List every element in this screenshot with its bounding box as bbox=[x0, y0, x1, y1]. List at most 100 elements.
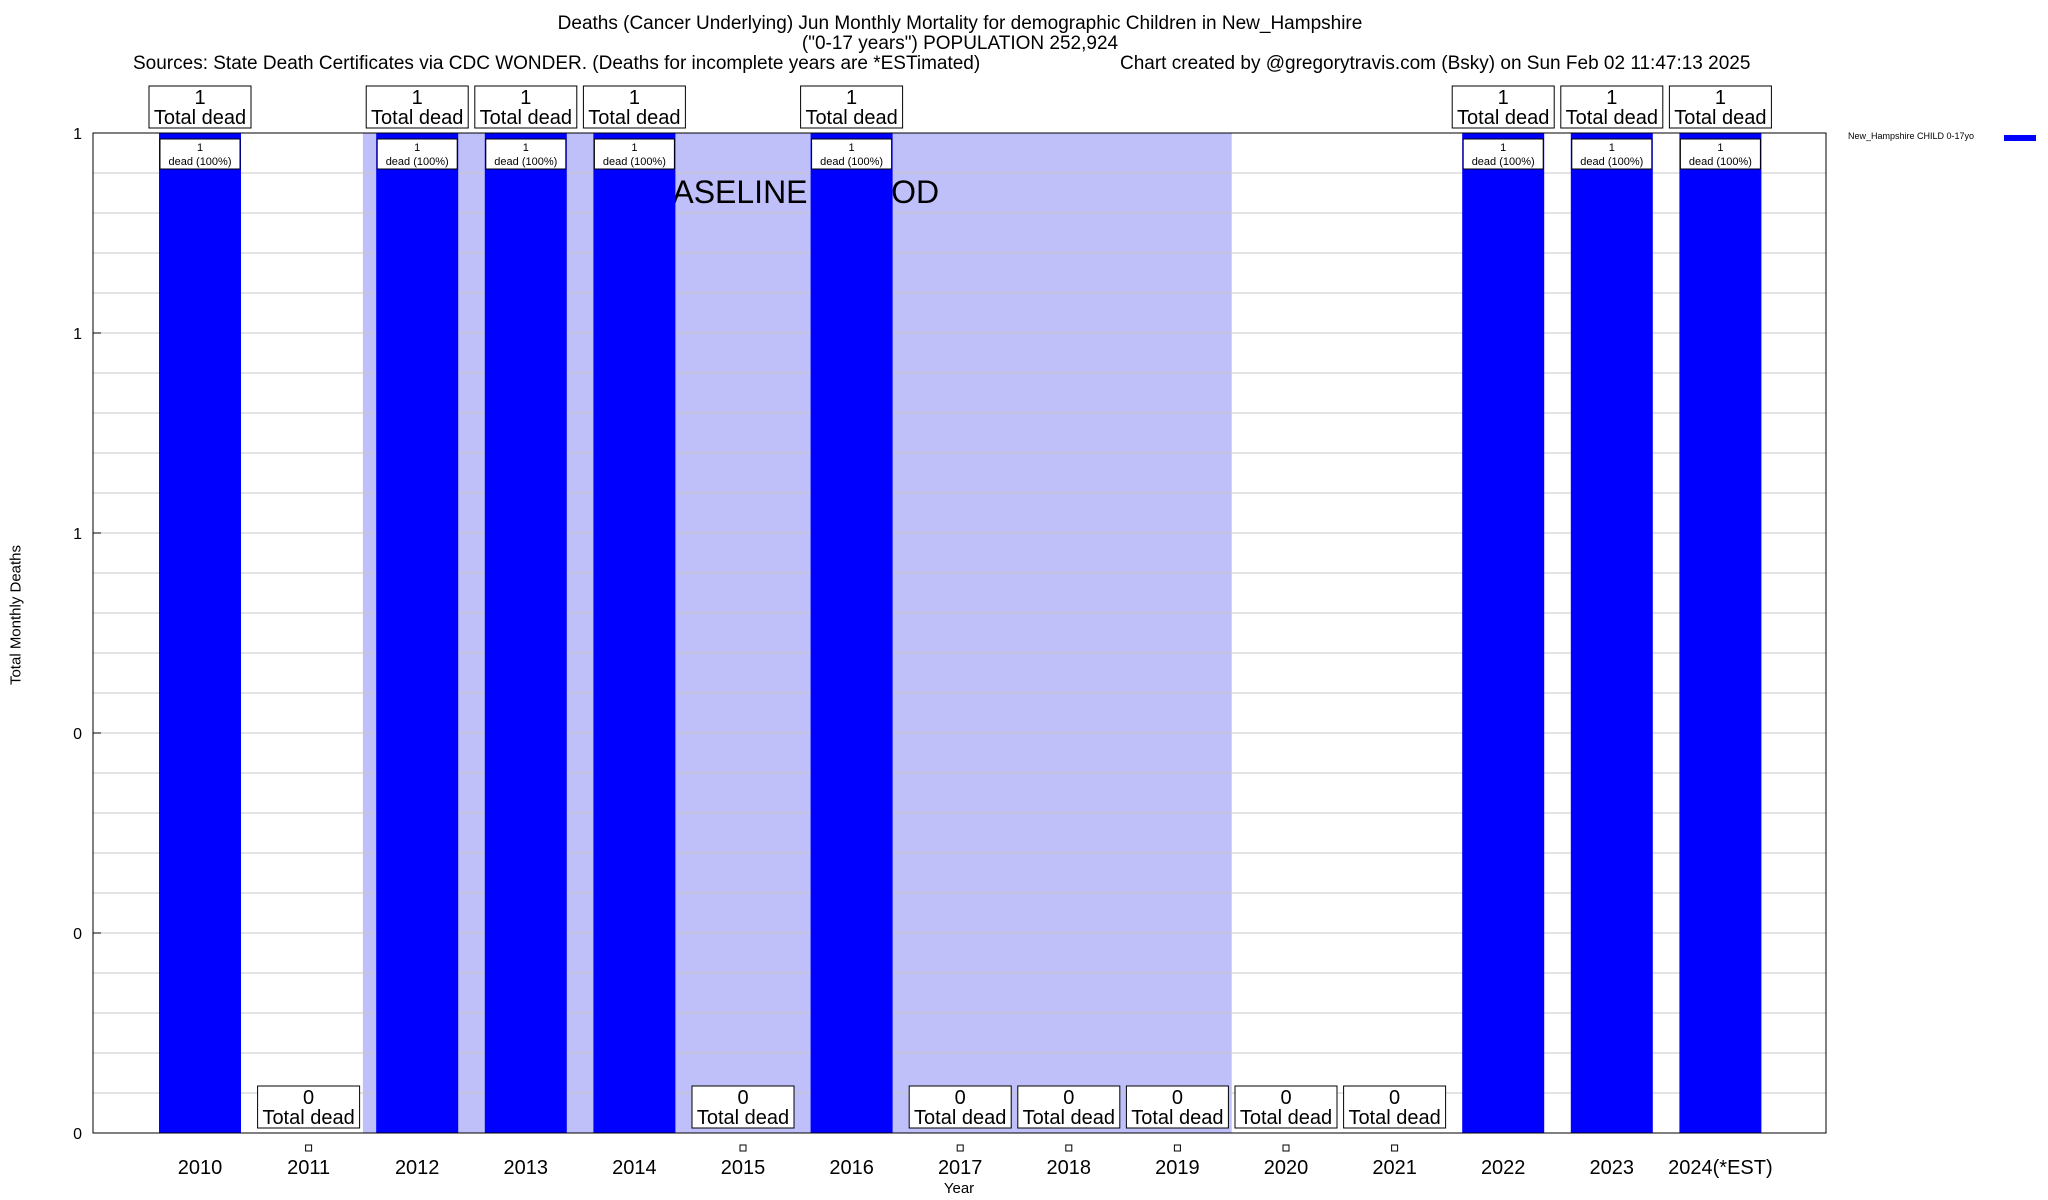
bar-label-box bbox=[159, 138, 241, 170]
chart-sources: Sources: State Death Certificates via CD… bbox=[133, 53, 981, 74]
bar-label-count: 1 bbox=[1500, 142, 1506, 154]
bar-2023 bbox=[1570, 133, 1653, 1133]
x-tick-label: 2018 bbox=[1047, 1157, 1092, 1179]
zero-marker-2017 bbox=[956, 1144, 964, 1152]
total-label-box-2021 bbox=[1343, 1085, 1447, 1129]
total-label-text: Total dead bbox=[480, 107, 572, 129]
x-tick-label: 2010 bbox=[178, 1157, 223, 1179]
total-label-count: 0 bbox=[1063, 1087, 1074, 1109]
zero-marker-2021 bbox=[1391, 1144, 1399, 1152]
bar-label-percent: dead (100%) bbox=[1689, 156, 1752, 168]
x-tick-label: 2021 bbox=[1372, 1157, 1417, 1179]
x-tick-label: 2015 bbox=[721, 1157, 766, 1179]
y-tick-label: 0 bbox=[73, 1126, 82, 1143]
total-label-count: 1 bbox=[846, 87, 857, 109]
bar-label-count: 1 bbox=[631, 142, 637, 154]
total-label-text: Total dead bbox=[1566, 107, 1658, 129]
y-tick-label: 0 bbox=[73, 926, 82, 943]
bar-2022 bbox=[1462, 133, 1545, 1133]
x-axis-label: Year bbox=[943, 1180, 975, 1197]
bar-2012 bbox=[376, 133, 459, 1133]
total-label-count: 1 bbox=[629, 87, 640, 109]
bar-label-box bbox=[593, 138, 675, 170]
bar-label-percent: dead (100%) bbox=[386, 156, 449, 168]
y-tick-label: 0 bbox=[73, 726, 82, 743]
total-label-count: 1 bbox=[1715, 87, 1726, 109]
total-label-text: Total dead bbox=[697, 1107, 789, 1129]
x-tick-label: 2013 bbox=[504, 1157, 549, 1179]
x-tick-label: 2019 bbox=[1155, 1157, 1200, 1179]
total-label-text: Total dead bbox=[1674, 107, 1766, 129]
bar-label-percent: dead (100%) bbox=[820, 156, 883, 168]
bar-label-percent: dead (100%) bbox=[1472, 156, 1535, 168]
total-label-box-2011 bbox=[257, 1085, 361, 1129]
zero-marker-2019 bbox=[1173, 1144, 1181, 1152]
zero-marker-2011 bbox=[305, 1144, 313, 1152]
bar-label-box bbox=[1571, 138, 1653, 170]
total-label-box-2019 bbox=[1125, 1085, 1229, 1129]
zero-marker-2020 bbox=[1282, 1144, 1290, 1152]
bar-label-box bbox=[811, 138, 893, 170]
total-label-text: Total dead bbox=[262, 1107, 354, 1129]
x-tick-label: 2014 bbox=[612, 1157, 657, 1179]
total-label-text: Total dead bbox=[1457, 107, 1549, 129]
bar-label-box bbox=[485, 138, 567, 170]
chart-title-line-2: ("0-17 years") POPULATION 252,924 bbox=[801, 33, 1119, 54]
bar-label-box bbox=[376, 138, 458, 170]
total-label-count: 0 bbox=[1280, 1087, 1291, 1109]
bar-label-percent: dead (100%) bbox=[1580, 156, 1643, 168]
total-label-text: Total dead bbox=[371, 107, 463, 129]
total-label-count: 1 bbox=[1606, 87, 1617, 109]
total-label-text: Total dead bbox=[805, 107, 897, 129]
baseline-label: BASELINE PERIOD bbox=[651, 174, 939, 210]
bar-label-percent: dead (100%) bbox=[603, 156, 666, 168]
bar-label-box bbox=[1462, 138, 1544, 170]
total-label-count: 1 bbox=[412, 87, 423, 109]
total-label-text: Total dead bbox=[914, 1107, 1006, 1129]
x-tick-label: 2023 bbox=[1590, 1157, 1635, 1179]
total-label-count: 0 bbox=[737, 1087, 748, 1109]
total-label-count: 1 bbox=[194, 87, 205, 109]
x-tick-label: 2024(*EST) bbox=[1668, 1157, 1773, 1179]
x-tick-label: 2017 bbox=[938, 1157, 983, 1179]
bar-label-percent: dead (100%) bbox=[494, 156, 557, 168]
total-label-box-2017 bbox=[908, 1085, 1012, 1129]
x-tick-label: 2012 bbox=[395, 1157, 440, 1179]
total-label-box-2023 bbox=[1560, 85, 1664, 129]
total-label-box-2024(*EST) bbox=[1668, 85, 1772, 129]
x-tick-label: 2022 bbox=[1481, 1157, 1526, 1179]
bar-label-count: 1 bbox=[1609, 142, 1615, 154]
total-label-text: Total dead bbox=[154, 107, 246, 129]
bar-2013 bbox=[484, 133, 567, 1133]
bar-2010 bbox=[159, 133, 241, 1133]
total-label-count: 1 bbox=[1498, 87, 1509, 109]
total-label-text: Total dead bbox=[588, 107, 680, 129]
bar-2016 bbox=[810, 133, 893, 1133]
zero-marker-2015 bbox=[739, 1144, 747, 1152]
total-label-box-2012 bbox=[365, 85, 469, 129]
bar-label-count: 1 bbox=[414, 142, 420, 154]
bar-label-count: 1 bbox=[849, 142, 855, 154]
legend-swatch bbox=[2004, 135, 2036, 141]
total-label-box-2010 bbox=[148, 85, 252, 129]
total-label-box-2022 bbox=[1451, 85, 1555, 129]
total-label-box-2015 bbox=[691, 1085, 795, 1129]
bar-label-count: 1 bbox=[523, 142, 529, 154]
total-label-box-2014 bbox=[582, 85, 686, 129]
total-label-text: Total dead bbox=[1348, 1107, 1440, 1129]
y-tick-label: 1 bbox=[73, 126, 82, 143]
total-label-text: Total dead bbox=[1131, 1107, 1223, 1129]
x-tick-label: 2011 bbox=[287, 1157, 330, 1179]
total-label-count: 0 bbox=[1389, 1087, 1400, 1109]
chart-credit: Chart created by @gregorytravis.com (Bsk… bbox=[1120, 53, 1751, 74]
bar-label-percent: dead (100%) bbox=[169, 156, 232, 168]
bar-label-count: 1 bbox=[197, 142, 203, 154]
total-label-count: 1 bbox=[520, 87, 531, 109]
zero-marker-2018 bbox=[1065, 1144, 1073, 1152]
chart-title-line-1: Deaths (Cancer Underlying) Jun Monthly M… bbox=[557, 13, 1363, 34]
total-label-count: 0 bbox=[955, 1087, 966, 1109]
total-label-text: Total dead bbox=[1023, 1107, 1115, 1129]
x-tick-label: 2020 bbox=[1264, 1157, 1309, 1179]
total-label-count: 0 bbox=[1172, 1087, 1183, 1109]
